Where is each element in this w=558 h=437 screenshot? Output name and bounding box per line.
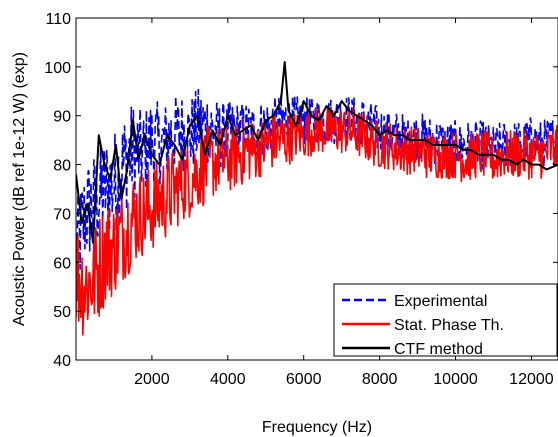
plot-frame [75, 17, 558, 361]
y-tick-label: 80 [53, 158, 71, 175]
y-tick-label: 40 [53, 353, 71, 370]
legend-entry-label: Stat. Phase Th. [394, 317, 504, 334]
x-tick-label: 12000 [509, 371, 554, 388]
series-layer [76, 61, 558, 336]
legend-entry-label: Experimental [394, 293, 487, 310]
legend-entry-label: CTF method [394, 341, 483, 358]
x-tick-label: 10000 [433, 371, 478, 388]
y-tick-label: 70 [53, 206, 71, 223]
y-tick-label: 110 [45, 11, 71, 28]
x-tick-label: 6000 [286, 371, 322, 388]
series-line-1 [76, 106, 558, 336]
y-tick-label: 60 [53, 255, 71, 272]
x-axis-label: Frequency (Hz) [262, 419, 372, 436]
y-tick-label: 100 [44, 60, 71, 77]
y-tick-label: 90 [53, 109, 71, 126]
series-line-2 [76, 61, 558, 244]
y-axis-label: Acoustic Power (dB ref 1e-12 W) (exp) [11, 52, 28, 326]
x-tick-label: 4000 [210, 371, 246, 388]
axes: 2000 4000 6000 8000 10000 12000 40 50 60 70 80 90 10… [44, 11, 558, 388]
y-tick-label: 50 [53, 304, 71, 321]
legend: Experimental Stat. Phase Th. CTF method [333, 283, 558, 358]
x-tick-label: 8000 [362, 371, 398, 388]
x-tick-label: 2000 [134, 371, 170, 388]
legend-box [333, 283, 558, 357]
